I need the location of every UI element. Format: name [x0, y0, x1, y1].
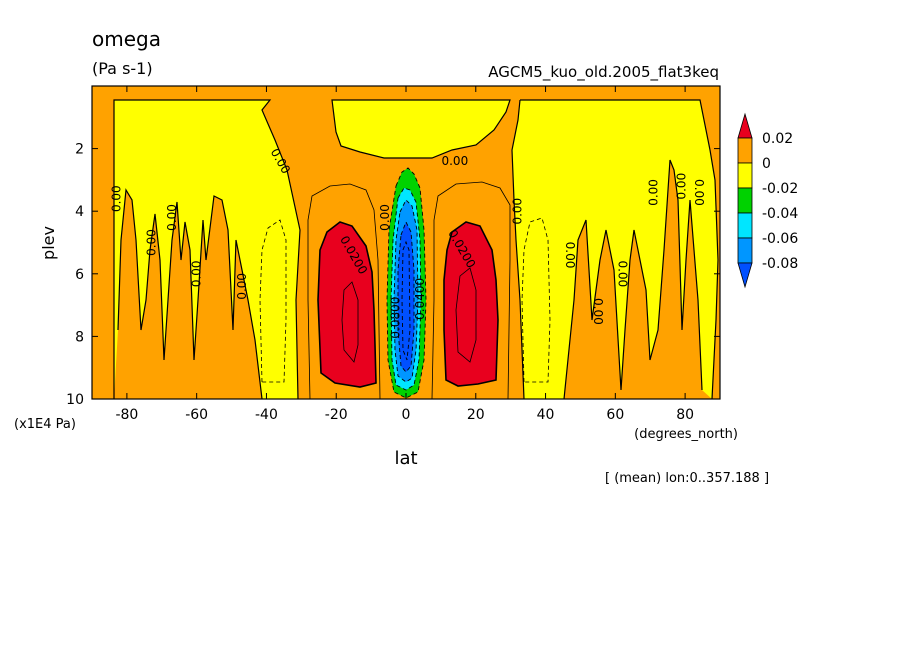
contour-line-zero: [113, 99, 301, 399]
x-tick-label: 40: [537, 407, 555, 423]
contour-label: 0.00: [109, 185, 123, 212]
contour-label: 0.00: [647, 179, 661, 206]
contour-line-positive-0.02: [443, 221, 499, 387]
contour-label: 0.00: [144, 229, 158, 256]
x-tick-label: 80: [676, 407, 694, 423]
x-tick-label: 20: [467, 407, 485, 423]
colorbar-swatch: [737, 212, 753, 239]
y-tick-label: 2: [75, 142, 84, 158]
contour-line-zero: [520, 99, 719, 399]
contour-line-negative-0.01: [259, 219, 287, 383]
contour-line-negative-core: [390, 187, 422, 391]
contour-label: 0.00: [441, 154, 468, 168]
field-negative-tropical-upper: [332, 100, 510, 158]
axes: -80 -60 -40 -20 0 20 40 60 80 2 4 6 8 10: [66, 86, 720, 423]
x-tick-label: -40: [255, 407, 278, 423]
contour-line-zero: [563, 159, 703, 399]
contour-label: 0.00: [563, 242, 577, 269]
run-label: AGCM5_kuo_old.2005_flat3keq: [488, 63, 719, 82]
footer-note: [ (mean) lon:0..357.188 ]: [605, 471, 769, 486]
x-tick-label: -80: [115, 407, 138, 423]
y-axis-title: plev: [39, 226, 58, 260]
colorbar: 0.02 0 -0.02 -0.04 -0.06 -0.08: [737, 112, 798, 289]
chart-title: omega: [92, 27, 161, 51]
contour-label: 0.00: [235, 273, 249, 300]
contour-label: 0.00: [692, 179, 706, 206]
x-axis-title: lat: [394, 448, 417, 469]
contour-label: 0.00: [591, 298, 605, 325]
colorbar-arrow-top: [737, 112, 753, 139]
x-tick-label: -60: [185, 407, 208, 423]
colorbar-label: 0: [762, 156, 771, 172]
y-units-label: (x1E4 Pa): [14, 417, 76, 432]
colorbar-label: -0.06: [762, 231, 798, 247]
field-above-0.02-south: [318, 222, 376, 387]
contour-line-negative-core: [393, 199, 419, 383]
contour-line-negative-core: [401, 240, 411, 361]
contour-line-zero: [511, 99, 525, 399]
contour-label: 0.00: [190, 260, 204, 287]
x-units-label: (degrees_north): [634, 427, 738, 442]
contour-line-positive-0.01: [431, 181, 511, 399]
contour-label: 0.0800: [389, 297, 403, 339]
x-tick-label: -20: [325, 407, 348, 423]
colorbar-arrow-bottom: [737, 262, 753, 289]
colorbar-swatch: [737, 162, 753, 189]
y-tick-label: 6: [75, 267, 84, 283]
colorbar-swatch: [737, 187, 753, 214]
colorbar-label: -0.08: [762, 256, 798, 272]
contour-line-positive-0.01: [307, 183, 381, 399]
field-negative-northern-lobe: [512, 100, 718, 399]
contour-line-negative-core: [386, 167, 427, 399]
contour-line-negative-core: [397, 220, 415, 373]
x-tick-label: 0: [402, 407, 411, 423]
contour-line-negative-0.01: [521, 217, 551, 383]
colorbar-swatch: [737, 237, 753, 264]
colorbar-label: -0.04: [762, 206, 798, 222]
chart-units: (Pa s-1): [92, 59, 153, 78]
contour-field: [92, 86, 720, 399]
y-tick-label: 4: [75, 204, 84, 220]
contour-label: 0.0400: [413, 278, 427, 320]
colorbar-label: -0.02: [762, 181, 798, 197]
contour-line-zero: [331, 99, 511, 159]
contour-line-positive-0.02: [317, 221, 377, 388]
contour-label: 0.00: [675, 173, 689, 200]
x-tick-label: 60: [606, 407, 624, 423]
contour-line-zero: [117, 188, 263, 399]
contour-label: 0.00: [615, 260, 629, 287]
contour-label: 0.00: [165, 204, 179, 231]
contour-label: 0.00: [511, 198, 525, 225]
y-tick-label: 10: [66, 392, 84, 408]
colorbar-label: 0.02: [762, 131, 793, 147]
contour-label: 0.00: [378, 204, 392, 231]
y-tick-label: 8: [75, 329, 84, 345]
contour-line-positive-0.03: [341, 281, 359, 363]
contour-line-positive-0.03: [455, 267, 477, 363]
contour-lines: [113, 99, 719, 399]
colorbar-swatch: [737, 137, 753, 164]
